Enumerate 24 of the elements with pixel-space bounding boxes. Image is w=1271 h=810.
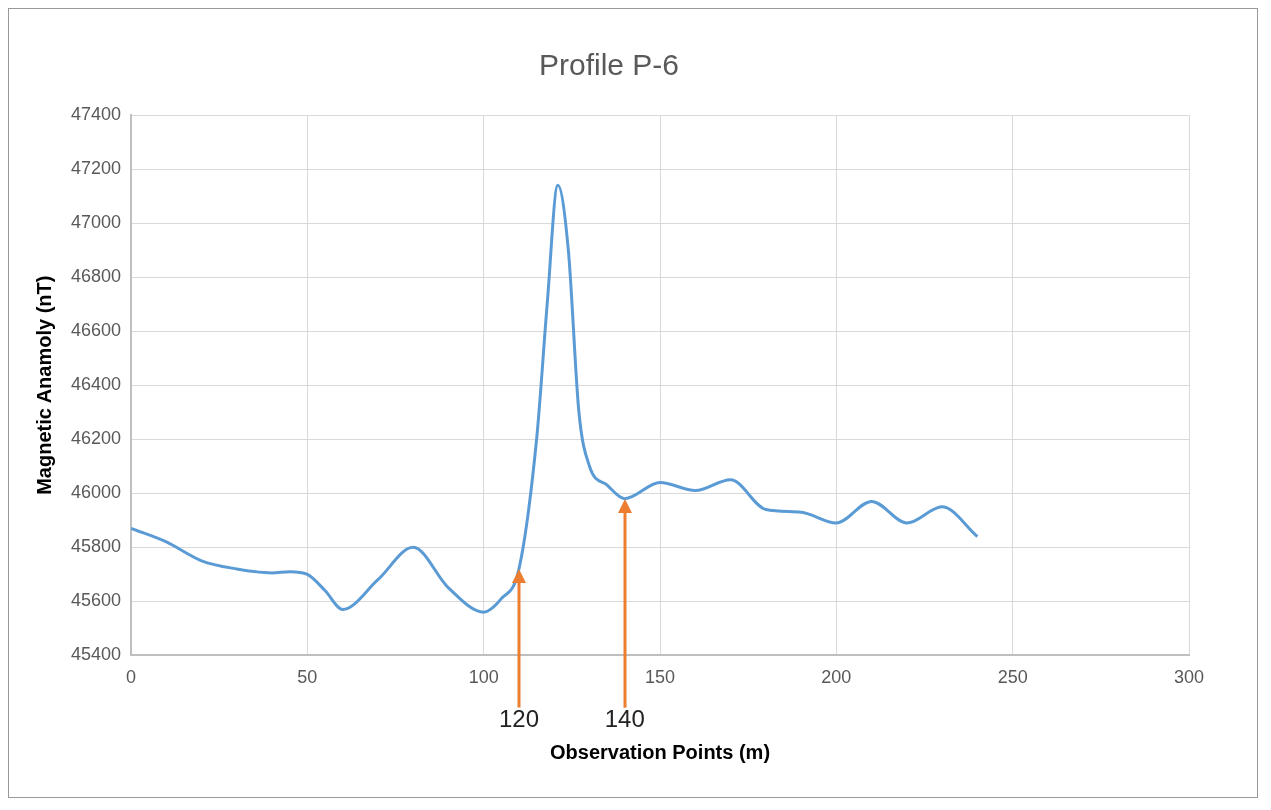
annotation: 120 [498, 705, 539, 733]
chart-title: Profile P-6 [538, 48, 680, 82]
y-tick-label: 47200 [70, 158, 122, 179]
annotation: 140 [604, 705, 645, 733]
x-tick-label: 250 [997, 667, 1028, 688]
x-axis-title: Observation Points (m) [550, 740, 771, 763]
y-tick-label: 47400 [70, 103, 122, 124]
y-tick-label: 45600 [70, 590, 122, 611]
y-tick-label: 45800 [70, 536, 122, 557]
x-tick-label: 150 [645, 667, 676, 688]
line-series [131, 183, 979, 614]
y-tick-label: 46200 [70, 428, 122, 449]
y-tick-label: 46000 [70, 482, 122, 503]
y-tick-label: 46600 [70, 320, 122, 341]
y-tick-label: 47000 [70, 212, 122, 233]
y-axis-title: Magnetic Anamoly (nT) [32, 275, 55, 495]
x-tick-label: 100 [468, 667, 499, 688]
y-tick-label: 45400 [70, 644, 122, 665]
y-tick-label: 46800 [70, 266, 122, 287]
y-tick-label: 46400 [70, 374, 122, 395]
x-tick-label: 0 [126, 667, 137, 688]
x-tick-label: 300 [1173, 667, 1205, 688]
x-tick-label: 200 [821, 667, 852, 688]
x-tick-label: 50 [297, 667, 318, 688]
